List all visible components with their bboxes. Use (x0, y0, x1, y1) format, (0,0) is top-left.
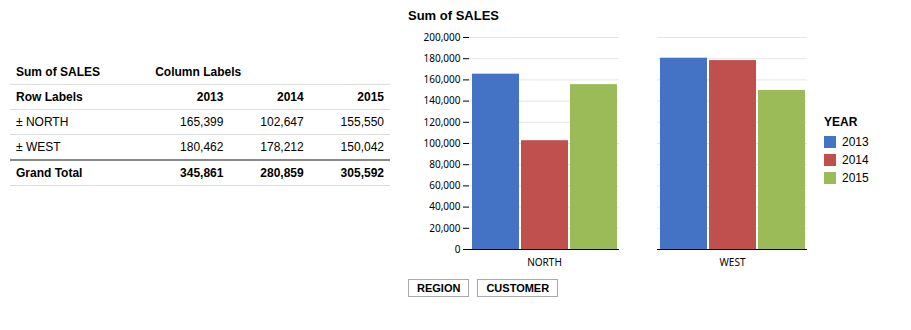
html-text:Grand Total: Grand Total (16, 166, 83, 180)
svg-text:120,000: 120,000 (424, 115, 461, 129)
svg-text:40,000: 40,000 (429, 199, 461, 213)
html-text:345,861: 345,861 (180, 166, 224, 180)
html-text:150,042: 150,042 (340, 140, 384, 154)
svg-text:60,000: 60,000 (429, 178, 461, 192)
svg-text:160,000: 160,000 (424, 72, 461, 86)
html-text:2014: 2014 (842, 153, 869, 167)
html-text:2013: 2013 (196, 90, 224, 104)
html-text:2014: 2014 (277, 90, 304, 104)
svg-text:NORTH: NORTH (527, 255, 562, 269)
svg-text:180,000: 180,000 (424, 51, 461, 65)
svg-text:140,000: 140,000 (424, 93, 461, 107)
html-text:Column Labels: Column Labels (155, 65, 242, 79)
html-text:180,462: 180,462 (180, 140, 224, 154)
html-text:165,399: 165,399 (180, 115, 224, 129)
html-text:± WEST: ± WEST (16, 140, 61, 154)
html-text:Sum of SALES: Sum of SALES (16, 65, 100, 79)
svg-text:WEST: WEST (720, 255, 746, 269)
svg-text:200,000: 200,000 (424, 30, 461, 44)
svg-text:100,000: 100,000 (424, 136, 461, 150)
html-text:280,859: 280,859 (260, 166, 304, 180)
html-text:REGION: REGION (417, 282, 461, 294)
svg-text:80,000: 80,000 (429, 157, 461, 171)
html-text:Sum of SALES: Sum of SALES (408, 8, 499, 23)
html-text:102,647: 102,647 (260, 115, 304, 129)
html-text:Row Labels: Row Labels (16, 90, 83, 104)
html-text:CUSTOMER: CUSTOMER (486, 282, 550, 294)
html-text:2015: 2015 (842, 171, 869, 185)
html-text:± NORTH: ± NORTH (16, 115, 69, 129)
html-text:YEAR: YEAR (824, 115, 858, 129)
html-text:155,550: 155,550 (340, 115, 384, 129)
svg-text:0: 0 (455, 242, 461, 256)
html-text:2015: 2015 (357, 90, 384, 104)
html-text:2013: 2013 (842, 135, 869, 149)
svg-text:20,000: 20,000 (429, 221, 461, 235)
html-text:305,592: 305,592 (340, 166, 384, 180)
html-text:178,212: 178,212 (260, 140, 304, 154)
